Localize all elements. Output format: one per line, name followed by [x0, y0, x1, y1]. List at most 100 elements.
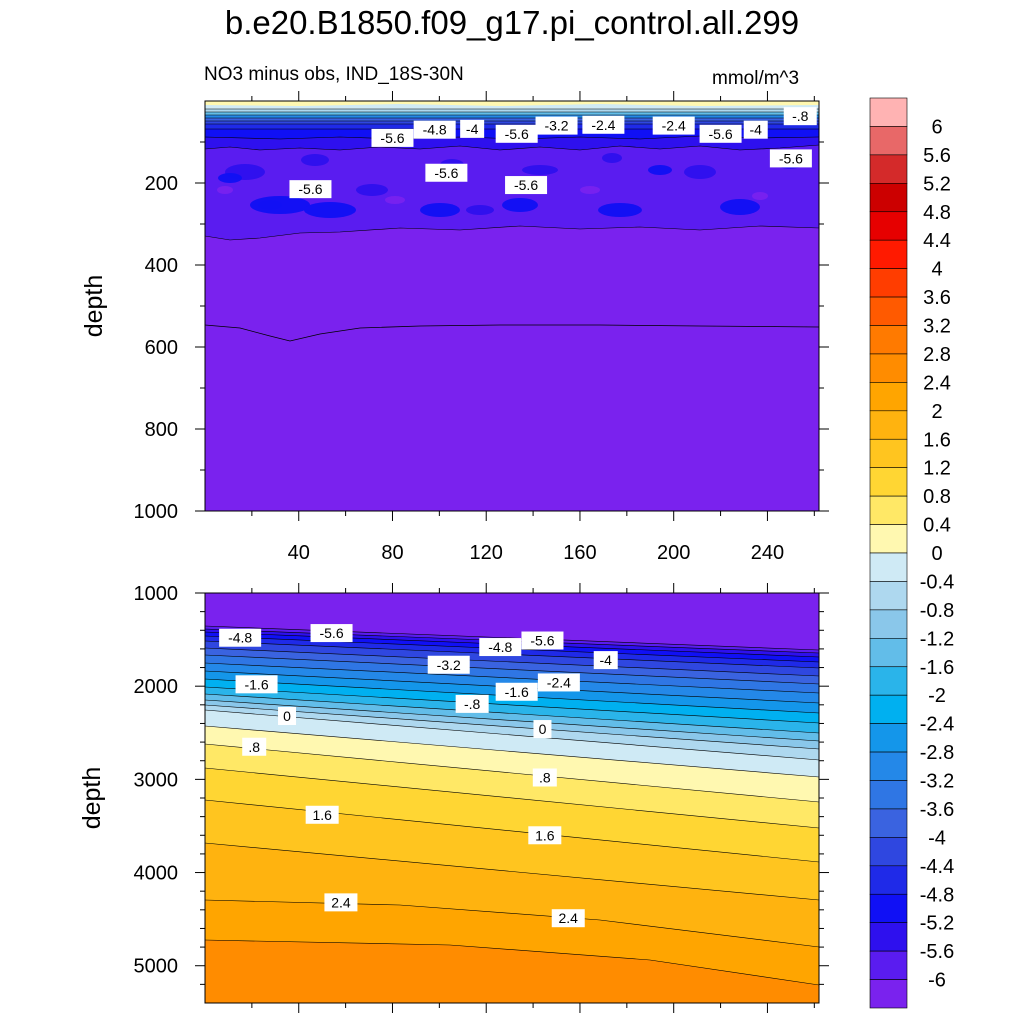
upper-contour-label: -2.4	[591, 117, 615, 133]
lower-contour-label-bg	[521, 631, 564, 650]
colorbar-swatch	[869, 723, 908, 753]
upper-contour-label: -4.8	[423, 122, 447, 138]
colorbar-swatch	[869, 183, 908, 213]
colorbar-label: 3.6	[923, 287, 951, 309]
lower-contour-label-bg	[324, 893, 358, 912]
colorbar-swatch	[869, 865, 908, 895]
colorbar-swatch	[869, 893, 908, 923]
upper-x-tick-label: 200	[657, 542, 690, 564]
colorbar-label: 5.6	[923, 145, 951, 167]
upper-contour-label: -3.2	[544, 118, 568, 134]
colorbar-label: -1.2	[920, 628, 954, 650]
colorbar-swatch	[869, 467, 908, 497]
upper-y-tick-label: 400	[145, 255, 178, 277]
upper-contour-label-bg	[535, 116, 578, 135]
lower-contour-label: -4.8	[228, 630, 252, 646]
lower-contour-label-bg	[427, 655, 470, 674]
upper-contour-label: -4	[466, 121, 479, 137]
colorbar-swatch	[869, 524, 908, 554]
upper-axes: 40 80 120 160 200 240 200 400 600 800 1000	[134, 91, 829, 564]
upper-contour-label: -4	[749, 122, 762, 138]
colorbar-swatch	[869, 609, 908, 639]
lower-contour-label: -3.2	[437, 657, 461, 673]
upper-contour-labels: -5.6 -4.8 -4 -5.6 -3.2 -2.4 -2.4 -5.6 -4 -.8 -5.6 -…	[289, 107, 817, 199]
colorbar-label: -5.6	[920, 941, 954, 963]
colorbar-label: -2	[928, 685, 946, 707]
colorbar-swatch	[869, 638, 908, 668]
units-label: mmol/m^3	[712, 68, 800, 89]
lower-contour-label-bg	[305, 805, 339, 824]
lower-contour-label: -4	[600, 652, 613, 668]
colorbar-label: -3.2	[920, 771, 954, 793]
lower-contour-label-bg	[219, 628, 262, 647]
lower-contour-label: 1.6	[312, 807, 332, 823]
colorbar-label: 1.6	[923, 429, 951, 451]
colorbar-label: -3.6	[920, 799, 954, 821]
lower-contour-label-bg	[235, 675, 278, 694]
lower-contour-label-bg	[310, 624, 353, 643]
upper-contour-label-bg	[495, 124, 538, 143]
lower-contour-fill	[205, 593, 819, 1003]
upper-contour-label-bg	[652, 116, 695, 135]
colorbar-label: -0.4	[920, 571, 954, 593]
colorbar-swatch	[869, 581, 908, 611]
lower-y-tick-label: 4000	[134, 863, 179, 885]
lower-contour-label: -2.4	[547, 674, 571, 690]
lower-contour-label: -5.6	[319, 625, 343, 641]
colorbar-swatch	[869, 239, 908, 269]
lower-contour-label-bg	[528, 826, 562, 845]
lower-y-tick-label: 1000	[134, 583, 179, 605]
upper-x-tick-label: 40	[288, 542, 310, 564]
lower-y-tick-label: 2000	[134, 676, 179, 698]
lower-contour-label: 0	[539, 721, 547, 737]
colorbar-label: -0.8	[920, 600, 954, 622]
lower-contour-label-bg	[551, 909, 585, 928]
upper-contour-label-bg	[505, 176, 548, 195]
colorbar-label: 6	[931, 116, 942, 138]
lower-contour-label: -4.8	[488, 639, 512, 655]
colorbar-label: -4	[928, 827, 946, 849]
upper-contour-label: -5.6	[514, 177, 538, 193]
upper-contour-label-bg	[413, 120, 456, 139]
colorbar-label: 4	[931, 259, 942, 281]
upper-y-tick-label: 800	[145, 419, 178, 441]
upper-contour-label-bg	[425, 163, 468, 182]
colorbar-swatch	[869, 97, 908, 127]
colorbar-swatch	[869, 808, 908, 838]
colorbar-swatch	[869, 922, 908, 952]
lower-contour-labels: -4.8 -5.6 -4.8 -5.6 -4 -3.2 -2.4 -1.6 -1.6 -.8 0 0.…	[219, 624, 618, 928]
upper-contour-panel: -5.6 -4.8 -4 -5.6 -3.2 -2.4 -2.4 -5.6 -4 -.8 -5.6 -…	[134, 91, 829, 564]
colorbar-swatch	[869, 126, 908, 156]
panel-subtitle: NO3 minus obs, IND_18S-30N	[204, 64, 464, 85]
upper-contour-label: -5.6	[298, 181, 322, 197]
colorbar-swatch	[869, 780, 908, 810]
colorbar-swatch	[869, 154, 908, 184]
colorbar-swatch	[869, 211, 908, 241]
upper-contour-label-bg	[289, 180, 332, 199]
lower-contour-label-bg	[242, 737, 267, 756]
upper-contour-label-bg	[743, 120, 768, 139]
colorbar-label: 0	[931, 543, 942, 565]
lower-contour-label-bg	[455, 694, 489, 713]
lower-axes: 1000 2000 3000 4000 5000	[134, 583, 829, 1013]
upper-contour-label-bg	[699, 124, 742, 143]
upper-contour-label: -5.6	[505, 126, 529, 142]
lower-contour-label-bg	[533, 720, 552, 739]
colorbar-label: -2.8	[920, 742, 954, 764]
lower-contour-label: 2.4	[331, 894, 351, 910]
colorbar-swatch	[869, 438, 908, 468]
upper-contour-label: -5.6	[434, 165, 458, 181]
lower-contour-label: 1.6	[535, 827, 555, 843]
colorbar-label: 2	[931, 401, 942, 423]
colorbar-label: -5.2	[920, 913, 954, 935]
colorbar-label: -1.6	[920, 657, 954, 679]
colorbar-label: -6	[928, 970, 946, 992]
colorbar: 6 5.6 5.2 4.8 4.4 4 3.6 3.2 2.8 2.4 2 1.6 1.2 0.8 0.4 0…	[869, 97, 954, 1009]
colorbar-label: -4.8	[920, 884, 954, 906]
upper-contour-label: -2.4	[662, 118, 686, 134]
colorbar-swatch	[869, 325, 908, 355]
colorbar-swatch	[869, 979, 908, 1009]
colorbar-label: 0.4	[923, 515, 951, 537]
colorbar-label: 2.4	[923, 372, 951, 394]
